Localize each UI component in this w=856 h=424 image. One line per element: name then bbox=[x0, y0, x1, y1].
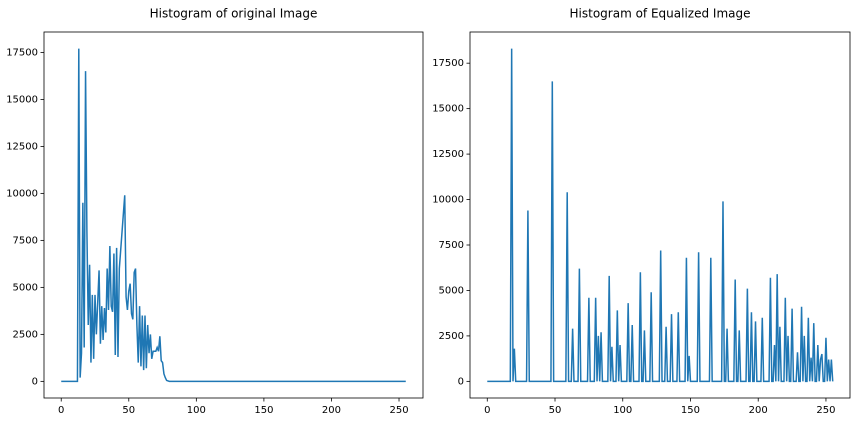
y-tick-label: 0 bbox=[458, 376, 464, 387]
axes-frame bbox=[469, 31, 851, 399]
x-tick-label: 150 bbox=[681, 405, 700, 416]
y-tick-label: 17500 bbox=[6, 47, 38, 58]
y-tick-label: 5000 bbox=[13, 282, 38, 293]
x-tick-label: 150 bbox=[254, 405, 273, 416]
y-tick-label: 15000 bbox=[432, 104, 464, 115]
y-tick-label: 15000 bbox=[6, 94, 38, 105]
x-tick-label: 200 bbox=[322, 405, 341, 416]
y-tick-label: 17500 bbox=[432, 58, 464, 69]
x-tick-label: 200 bbox=[749, 405, 768, 416]
axes-frame bbox=[43, 31, 424, 399]
x-tick-label: 250 bbox=[816, 405, 835, 416]
x-tick-label: 0 bbox=[484, 405, 490, 416]
chart-title: Histogram of Equalized Image bbox=[570, 7, 751, 21]
y-tick-label: 12500 bbox=[432, 149, 464, 160]
chart-title: Histogram of original Image bbox=[150, 7, 318, 21]
y-tick-label: 2500 bbox=[439, 331, 464, 342]
line bbox=[61, 48, 406, 383]
line bbox=[487, 48, 834, 383]
y-tick-label: 5000 bbox=[439, 285, 464, 296]
x-tick-label: 50 bbox=[122, 405, 135, 416]
y-tick-label: 2500 bbox=[13, 329, 38, 340]
x-tick-label: 100 bbox=[187, 405, 206, 416]
y-tick-label: 7500 bbox=[13, 235, 38, 246]
x-tick-label: 50 bbox=[549, 405, 562, 416]
x-tick-label: 100 bbox=[613, 405, 632, 416]
y-tick-label: 12500 bbox=[6, 141, 38, 152]
y-tick-label: 7500 bbox=[439, 240, 464, 251]
y-tick-label: 10000 bbox=[432, 195, 464, 206]
y-tick-label: 10000 bbox=[6, 188, 38, 199]
x-tick-label: 250 bbox=[389, 405, 408, 416]
x-tick-label: 0 bbox=[58, 405, 64, 416]
y-tick-label: 0 bbox=[32, 376, 38, 387]
